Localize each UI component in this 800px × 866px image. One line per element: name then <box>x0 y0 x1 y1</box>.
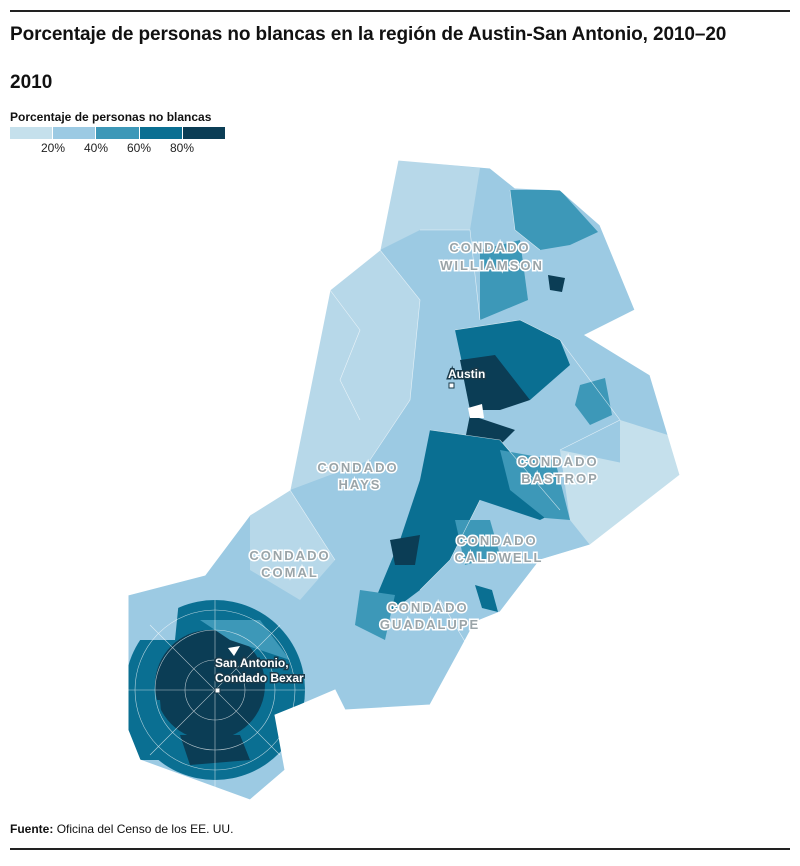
city-marker-austin <box>448 382 455 389</box>
county-label-hays-1: CONDADO <box>317 460 398 475</box>
city-marker-san-antonio <box>214 687 221 694</box>
source-label: Fuente: <box>10 822 54 836</box>
tract-sa-northwest <box>128 590 180 640</box>
year-label: 2010 <box>10 72 53 93</box>
legend-color-bar <box>10 127 226 139</box>
county-label-bastrop-1: CONDADO <box>517 454 598 469</box>
tract-williamson-center <box>480 240 528 320</box>
county-label-caldwell-2: CALDWELL <box>455 550 544 565</box>
legend-tick-80: 80% <box>169 141 195 155</box>
enclave-sa <box>228 646 240 656</box>
county-label-guadalupe-1: CONDADO <box>387 600 468 615</box>
bottom-rule <box>10 848 790 850</box>
city-label-austin: Austin <box>448 367 485 381</box>
county-label-comal-1: CONDADO <box>249 548 330 563</box>
county-label-bastrop-2: BASTROP <box>521 471 599 486</box>
choropleth-map: CONDADO WILLIAMSON CONDADO HAYS CONDADO … <box>127 159 681 801</box>
tract-austin-core-dark <box>460 355 530 410</box>
county-label-caldwell-1: CONDADO <box>456 533 537 548</box>
county-label-williamson-2: WILLIAMSON <box>440 258 544 273</box>
region-outline <box>127 159 681 801</box>
county-label-guadalupe-2: GUADALUPE <box>380 617 480 632</box>
county-label-comal-2: COMAL <box>261 565 319 580</box>
tract-sanmarcos-dark <box>390 535 420 565</box>
tract-williamson-ne <box>510 190 598 250</box>
legend-swatch-0-20 <box>10 127 54 139</box>
legend-tick-40: 40% <box>83 141 109 155</box>
legend-swatch-80-100 <box>182 127 226 139</box>
tract-bastrop-ne <box>620 420 680 475</box>
legend-swatch-40-60 <box>96 127 140 139</box>
tract-williamson-north <box>380 160 480 250</box>
tract-sa-southwest <box>128 700 165 760</box>
source-note: Fuente: Oficina del Censo de los EE. UU. <box>10 822 233 836</box>
page-title: Porcentaje de personas no blancas en la … <box>10 24 727 45</box>
legend-tick-60: 60% <box>126 141 152 155</box>
county-label-hays-2: HAYS <box>339 477 382 492</box>
city-label-san-antonio-2: Condado Bexar <box>215 671 304 685</box>
legend-tick-20: 20% <box>40 141 66 155</box>
tract-guadalupe-west <box>355 590 395 640</box>
tract-caldwell-north <box>500 450 570 520</box>
top-rule <box>10 10 790 12</box>
tract-caldwell-center <box>455 520 500 565</box>
legend-swatch-60-80 <box>139 127 183 139</box>
tract-williamson-dark <box>548 275 565 292</box>
tract-hays-west <box>290 250 420 490</box>
legend-swatch-20-40 <box>53 127 97 139</box>
enclave-austin <box>468 404 484 418</box>
source-text: Oficina del Censo de los EE. UU. <box>56 822 234 836</box>
county-label-williamson-1: CONDADO <box>449 240 530 255</box>
tract-bastrop-pocket <box>575 378 612 425</box>
city-label-san-antonio-1: San Antonio, <box>215 656 289 670</box>
tract-comal <box>250 490 335 600</box>
tract-bastrop-east <box>560 450 680 545</box>
region-fill <box>128 160 680 800</box>
legend-title: Porcentaje de personas no blancas <box>10 110 212 124</box>
tract-guadalupe-east <box>475 585 498 612</box>
